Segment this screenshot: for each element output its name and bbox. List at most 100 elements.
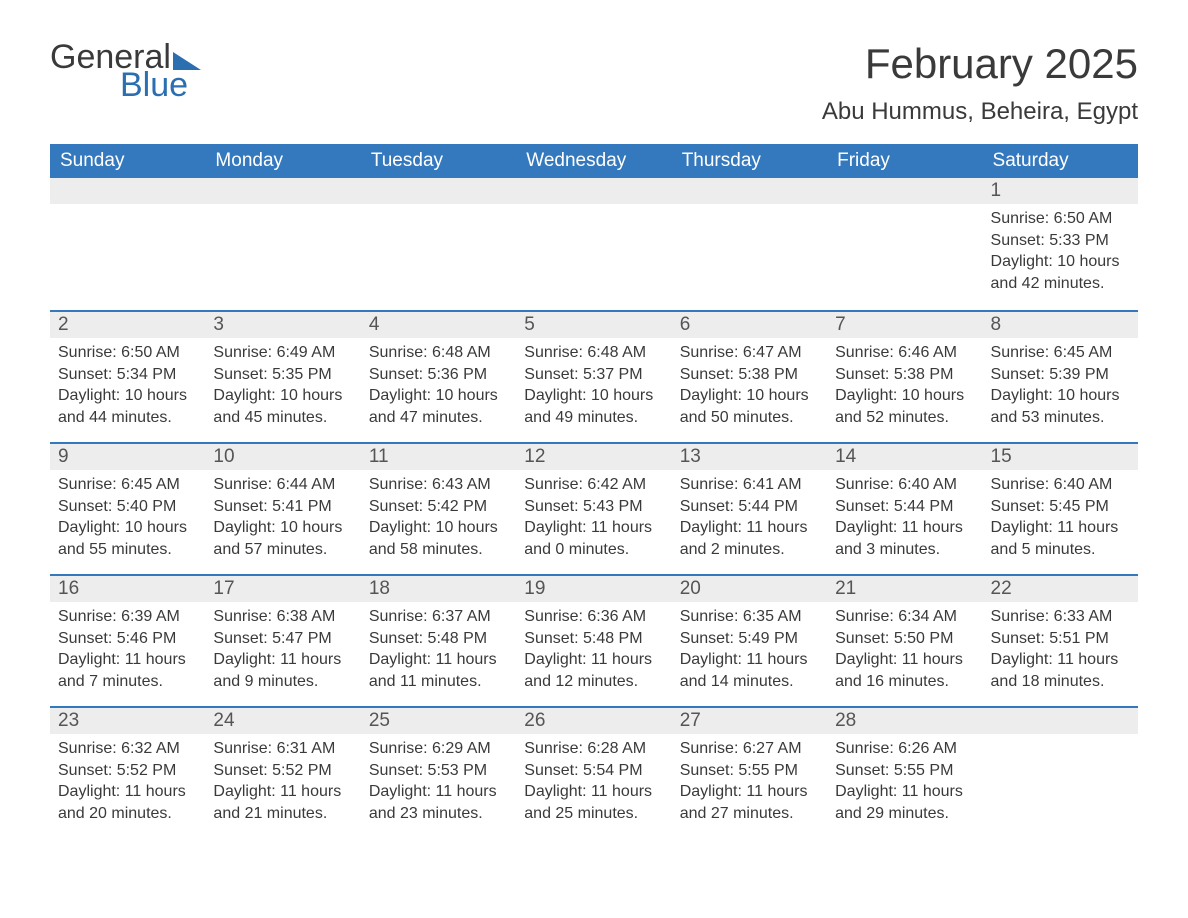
calendar-cell: 14Sunrise: 6:40 AMSunset: 5:44 PMDayligh…	[827, 442, 982, 574]
sunrise-line: Sunrise: 6:33 AM	[991, 606, 1130, 628]
day-details: Sunrise: 6:46 AMSunset: 5:38 PMDaylight:…	[827, 338, 982, 436]
sunset-line: Sunset: 5:44 PM	[680, 496, 819, 518]
weekday-header: Wednesday	[516, 144, 671, 178]
daylight-line: Daylight: 10 hours and 49 minutes.	[524, 385, 663, 428]
weekday-header: Sunday	[50, 144, 205, 178]
sunset-line: Sunset: 5:39 PM	[991, 364, 1130, 386]
day-details: Sunrise: 6:36 AMSunset: 5:48 PMDaylight:…	[516, 602, 671, 700]
day-number: 8	[983, 310, 1138, 338]
day-details: Sunrise: 6:42 AMSunset: 5:43 PMDaylight:…	[516, 470, 671, 568]
sunset-line: Sunset: 5:55 PM	[680, 760, 819, 782]
day-number: 10	[205, 442, 360, 470]
day-number: 11	[361, 442, 516, 470]
calendar-cell: 22Sunrise: 6:33 AMSunset: 5:51 PMDayligh…	[983, 574, 1138, 706]
empty-daynum	[983, 706, 1138, 734]
calendar-row: 1Sunrise: 6:50 AMSunset: 5:33 PMDaylight…	[50, 178, 1138, 310]
calendar-cell: 7Sunrise: 6:46 AMSunset: 5:38 PMDaylight…	[827, 310, 982, 442]
page-title: February 2025	[822, 40, 1138, 88]
weekday-header: Saturday	[983, 144, 1138, 178]
calendar-cell	[672, 178, 827, 310]
day-details: Sunrise: 6:50 AMSunset: 5:34 PMDaylight:…	[50, 338, 205, 436]
header: General Blue February 2025 Abu Hummus, B…	[50, 40, 1138, 126]
sunrise-line: Sunrise: 6:44 AM	[213, 474, 352, 496]
daylight-line: Daylight: 11 hours and 2 minutes.	[680, 517, 819, 560]
calendar-cell: 1Sunrise: 6:50 AMSunset: 5:33 PMDaylight…	[983, 178, 1138, 310]
day-details: Sunrise: 6:44 AMSunset: 5:41 PMDaylight:…	[205, 470, 360, 568]
day-details: Sunrise: 6:33 AMSunset: 5:51 PMDaylight:…	[983, 602, 1138, 700]
daylight-line: Daylight: 11 hours and 14 minutes.	[680, 649, 819, 692]
day-details: Sunrise: 6:48 AMSunset: 5:37 PMDaylight:…	[516, 338, 671, 436]
weekday-header-row: Sunday Monday Tuesday Wednesday Thursday…	[50, 144, 1138, 178]
sunset-line: Sunset: 5:50 PM	[835, 628, 974, 650]
sunrise-line: Sunrise: 6:45 AM	[58, 474, 197, 496]
sunrise-line: Sunrise: 6:27 AM	[680, 738, 819, 760]
day-details: Sunrise: 6:45 AMSunset: 5:39 PMDaylight:…	[983, 338, 1138, 436]
day-number: 9	[50, 442, 205, 470]
day-number: 20	[672, 574, 827, 602]
day-number: 26	[516, 706, 671, 734]
sunrise-line: Sunrise: 6:40 AM	[991, 474, 1130, 496]
sunrise-line: Sunrise: 6:48 AM	[524, 342, 663, 364]
calendar-cell: 16Sunrise: 6:39 AMSunset: 5:46 PMDayligh…	[50, 574, 205, 706]
daylight-line: Daylight: 10 hours and 50 minutes.	[680, 385, 819, 428]
day-number: 17	[205, 574, 360, 602]
day-details: Sunrise: 6:43 AMSunset: 5:42 PMDaylight:…	[361, 470, 516, 568]
day-details: Sunrise: 6:40 AMSunset: 5:45 PMDaylight:…	[983, 470, 1138, 568]
calendar-row: 16Sunrise: 6:39 AMSunset: 5:46 PMDayligh…	[50, 574, 1138, 706]
calendar-cell: 25Sunrise: 6:29 AMSunset: 5:53 PMDayligh…	[361, 706, 516, 838]
calendar-cell: 3Sunrise: 6:49 AMSunset: 5:35 PMDaylight…	[205, 310, 360, 442]
weekday-header: Friday	[827, 144, 982, 178]
sunrise-line: Sunrise: 6:45 AM	[991, 342, 1130, 364]
daylight-line: Daylight: 10 hours and 57 minutes.	[213, 517, 352, 560]
sunrise-line: Sunrise: 6:34 AM	[835, 606, 974, 628]
title-block: February 2025 Abu Hummus, Beheira, Egypt	[822, 40, 1138, 126]
daylight-line: Daylight: 11 hours and 21 minutes.	[213, 781, 352, 824]
sunrise-line: Sunrise: 6:37 AM	[369, 606, 508, 628]
calendar-table: Sunday Monday Tuesday Wednesday Thursday…	[50, 144, 1138, 838]
sunset-line: Sunset: 5:48 PM	[369, 628, 508, 650]
sunset-line: Sunset: 5:55 PM	[835, 760, 974, 782]
calendar-cell: 26Sunrise: 6:28 AMSunset: 5:54 PMDayligh…	[516, 706, 671, 838]
day-number: 6	[672, 310, 827, 338]
empty-daynum	[50, 178, 205, 204]
sunrise-line: Sunrise: 6:50 AM	[58, 342, 197, 364]
calendar-row: 23Sunrise: 6:32 AMSunset: 5:52 PMDayligh…	[50, 706, 1138, 838]
daylight-line: Daylight: 10 hours and 45 minutes.	[213, 385, 352, 428]
calendar-cell: 27Sunrise: 6:27 AMSunset: 5:55 PMDayligh…	[672, 706, 827, 838]
sunset-line: Sunset: 5:47 PM	[213, 628, 352, 650]
daylight-line: Daylight: 11 hours and 20 minutes.	[58, 781, 197, 824]
weekday-header: Thursday	[672, 144, 827, 178]
location-text: Abu Hummus, Beheira, Egypt	[822, 98, 1138, 126]
weekday-header: Monday	[205, 144, 360, 178]
empty-daynum	[205, 178, 360, 204]
calendar-cell: 6Sunrise: 6:47 AMSunset: 5:38 PMDaylight…	[672, 310, 827, 442]
calendar-cell: 8Sunrise: 6:45 AMSunset: 5:39 PMDaylight…	[983, 310, 1138, 442]
day-details: Sunrise: 6:50 AMSunset: 5:33 PMDaylight:…	[983, 204, 1138, 302]
calendar-row: 2Sunrise: 6:50 AMSunset: 5:34 PMDaylight…	[50, 310, 1138, 442]
sunrise-line: Sunrise: 6:49 AM	[213, 342, 352, 364]
sunset-line: Sunset: 5:38 PM	[680, 364, 819, 386]
calendar-cell	[827, 178, 982, 310]
daylight-line: Daylight: 11 hours and 12 minutes.	[524, 649, 663, 692]
day-number: 16	[50, 574, 205, 602]
day-number: 22	[983, 574, 1138, 602]
sunrise-line: Sunrise: 6:38 AM	[213, 606, 352, 628]
daylight-line: Daylight: 10 hours and 44 minutes.	[58, 385, 197, 428]
calendar-cell: 9Sunrise: 6:45 AMSunset: 5:40 PMDaylight…	[50, 442, 205, 574]
day-details: Sunrise: 6:31 AMSunset: 5:52 PMDaylight:…	[205, 734, 360, 832]
sunset-line: Sunset: 5:34 PM	[58, 364, 197, 386]
logo: General Blue	[50, 40, 201, 102]
sunset-line: Sunset: 5:48 PM	[524, 628, 663, 650]
empty-daynum	[361, 178, 516, 204]
sunset-line: Sunset: 5:35 PM	[213, 364, 352, 386]
sunrise-line: Sunrise: 6:40 AM	[835, 474, 974, 496]
day-details: Sunrise: 6:47 AMSunset: 5:38 PMDaylight:…	[672, 338, 827, 436]
sunset-line: Sunset: 5:36 PM	[369, 364, 508, 386]
sunset-line: Sunset: 5:44 PM	[835, 496, 974, 518]
calendar-cell: 12Sunrise: 6:42 AMSunset: 5:43 PMDayligh…	[516, 442, 671, 574]
calendar-cell: 2Sunrise: 6:50 AMSunset: 5:34 PMDaylight…	[50, 310, 205, 442]
calendar-cell: 10Sunrise: 6:44 AMSunset: 5:41 PMDayligh…	[205, 442, 360, 574]
daylight-line: Daylight: 11 hours and 16 minutes.	[835, 649, 974, 692]
calendar-cell	[516, 178, 671, 310]
sunrise-line: Sunrise: 6:32 AM	[58, 738, 197, 760]
